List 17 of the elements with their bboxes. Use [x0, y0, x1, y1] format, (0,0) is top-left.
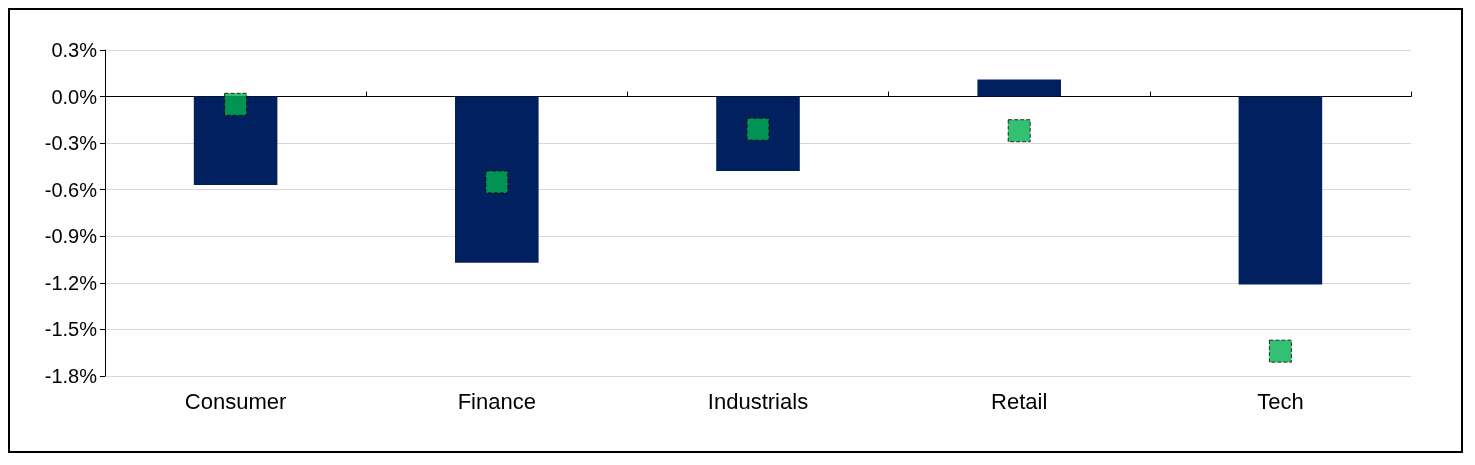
x-tick-label: Consumer — [184, 388, 287, 414]
x-tick-label: Industrials — [707, 388, 809, 414]
point — [485, 170, 509, 194]
y-tick-label: 0.3% — [51, 39, 98, 61]
x-tick-label: Tech — [1257, 388, 1304, 414]
point — [1268, 339, 1292, 363]
y-tick-label: -1.5% — [44, 318, 98, 341]
point — [224, 92, 248, 116]
y-tick-label: -0.3% — [44, 132, 98, 155]
y-tick-label: -0.9% — [44, 225, 98, 248]
y-tick-label: 0.0% — [51, 85, 98, 108]
y-tick-label: -1.8% — [44, 365, 98, 387]
x-tick-label: Finance — [457, 388, 536, 414]
y-tick-label: -0.6% — [44, 178, 98, 201]
x-tick-label: Retail — [991, 388, 1048, 414]
point — [1007, 119, 1031, 143]
y-tick-label: -1.2% — [44, 271, 98, 294]
